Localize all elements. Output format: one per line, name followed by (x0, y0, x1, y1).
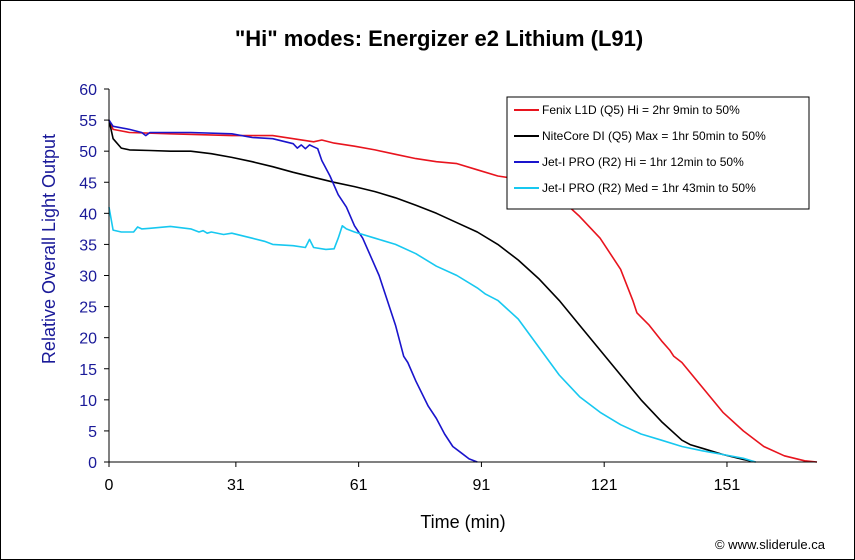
x-tick-label: 151 (714, 477, 741, 494)
y-tick-label: 20 (79, 331, 97, 348)
x-tick-label: 0 (105, 477, 114, 494)
y-axis-title: Relative Overall Light Output (39, 134, 59, 364)
y-tick-label: 25 (79, 300, 97, 317)
y-tick-label: 35 (79, 237, 97, 254)
y-tick-label: 0 (88, 455, 97, 472)
y-tick-label: 60 (79, 82, 97, 99)
legend-label-2: NiteCore DI (Q5) Max = 1hr 50min to 50% (542, 129, 766, 143)
y-tick-label: 10 (79, 393, 97, 410)
y-tick-label: 5 (88, 424, 97, 441)
legend-label-4: Jet-I PRO (R2) Med = 1hr 43min to 50% (542, 181, 756, 195)
credit-text: © www.sliderule.ca (715, 537, 826, 552)
x-tick-label: 31 (227, 477, 245, 494)
legend: Fenix L1D (Q5) Hi = 2hr 9min to 50% NiteC… (506, 96, 810, 210)
x-tick-label: 61 (350, 477, 368, 494)
x-axis-title: Time (min) (420, 512, 505, 532)
x-tick-label: 91 (473, 477, 491, 494)
y-tick-label: 30 (79, 269, 97, 286)
chart-title: "Hi" modes: Energizer e2 Lithium (L91) (235, 26, 643, 51)
y-tick-label: 55 (79, 113, 97, 130)
x-tick-label: 121 (591, 477, 618, 494)
y-tick-label: 15 (79, 362, 97, 379)
series-line-3 (108, 119, 478, 463)
y-tick-label: 50 (79, 144, 97, 161)
series-line-2 (108, 119, 756, 463)
y-tick-label: 40 (79, 206, 97, 223)
y-axis-title-group: Relative Overall Light Output (39, 134, 59, 364)
y-ticks: 0 5 10 15 20 25 30 35 40 45 50 55 60 (79, 82, 109, 472)
x-ticks: 0 31 61 91 121 151 (105, 462, 741, 494)
y-tick-label: 45 (79, 175, 97, 192)
series-line-4 (108, 206, 756, 463)
legend-label-1: Fenix L1D (Q5) Hi = 2hr 9min to 50% (542, 103, 740, 117)
legend-box (506, 96, 810, 210)
legend-label-3: Jet-I PRO (R2) Hi = 1hr 12min to 50% (542, 155, 744, 169)
